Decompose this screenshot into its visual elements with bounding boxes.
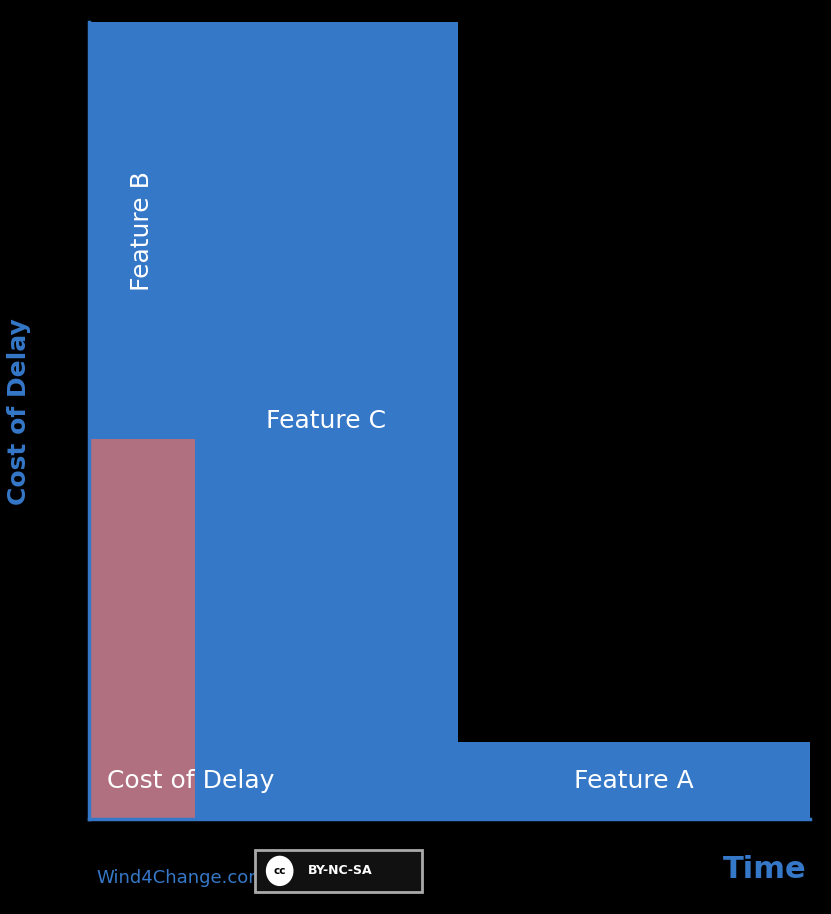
Text: cc: cc [273,866,286,876]
Text: Wind4Change.com: Wind4Change.com [96,869,267,887]
FancyBboxPatch shape [255,850,422,892]
Bar [89,439,458,819]
Bar [89,22,195,439]
Text: Feature C: Feature C [267,409,386,432]
Circle shape [267,856,293,886]
Bar [458,742,810,819]
Bar [195,22,458,819]
Text: Cost of Delay: Cost of Delay [7,318,31,505]
Text: Feature B: Feature B [130,171,154,291]
Text: Feature A: Feature A [574,769,694,792]
Text: BY-NC-SA: BY-NC-SA [307,865,372,877]
Text: Cost of Delay: Cost of Delay [107,770,275,793]
Text: Time: Time [723,855,806,884]
